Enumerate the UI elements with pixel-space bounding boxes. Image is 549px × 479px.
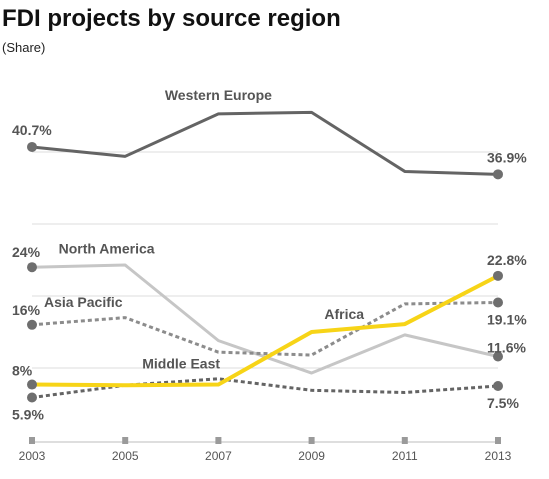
value-label-north-america: 11.6% <box>487 339 526 355</box>
series-line-western-europe <box>31 110 499 176</box>
series-label-middle-east: Middle East <box>142 355 220 371</box>
data-point-north-america <box>27 262 37 273</box>
data-point-western-europe <box>27 141 37 152</box>
data-point-north-america <box>493 351 503 362</box>
series-label-north-america: North America <box>59 240 155 256</box>
value-label-western-europe: 40.7% <box>12 122 52 138</box>
series-label-asia-pacific: Asia Pacific <box>44 294 123 310</box>
series-line-africa <box>31 274 499 388</box>
data-point-asia-pacific <box>27 319 37 330</box>
x-tick-mark <box>308 437 315 444</box>
series-lines <box>27 110 503 403</box>
value-label-middle-east: 5.9% <box>12 407 44 423</box>
value-labels: 40.7% 36.9% 24% 11.6% 16% 19.1% 5.9% 7.5% 8% 22.8… <box>12 122 527 423</box>
value-label-middle-east: 7.5% <box>487 395 519 411</box>
series-labels: Western Europe North America Asia Pacific M… <box>44 87 364 372</box>
x-tick-label: 2011 <box>392 449 418 463</box>
series-line-middle-east <box>31 377 499 400</box>
series-label-western-europe: Western Europe <box>165 87 272 103</box>
x-tick-label: 2009 <box>298 449 325 463</box>
data-point-middle-east <box>27 392 37 403</box>
x-tick-label: 2003 <box>19 449 46 463</box>
gridlines <box>32 151 498 369</box>
x-tick-label: 2005 <box>112 449 139 463</box>
value-label-africa: 8% <box>12 363 33 379</box>
x-tick-label: 2013 <box>485 449 512 463</box>
x-tick-mark <box>495 437 501 444</box>
value-label-north-america: 24% <box>12 244 41 260</box>
data-point-africa <box>27 379 37 390</box>
x-tick-mark <box>29 437 35 444</box>
data-point-western-europe <box>493 169 503 180</box>
value-label-asia-pacific: 16% <box>12 302 41 318</box>
x-tick-mark <box>122 437 129 444</box>
x-tick-label: 2007 <box>205 449 232 463</box>
data-point-asia-pacific <box>493 297 503 308</box>
data-point-africa <box>493 270 503 281</box>
value-label-africa: 22.8% <box>487 252 527 268</box>
series-line-asia-pacific <box>31 300 499 357</box>
series-label-africa: Africa <box>324 306 364 322</box>
x-axis: 2003 2005 2007 2009 2011 2013 <box>19 437 512 463</box>
x-tick-mark <box>401 437 408 444</box>
value-label-western-europe: 36.9% <box>487 149 527 165</box>
value-label-asia-pacific: 19.1% <box>487 311 527 327</box>
data-point-middle-east <box>493 381 503 391</box>
chart-title: FDI projects by source region <box>2 5 341 32</box>
x-tick-mark <box>215 437 222 444</box>
chart-subtitle: (Share) <box>2 40 45 55</box>
